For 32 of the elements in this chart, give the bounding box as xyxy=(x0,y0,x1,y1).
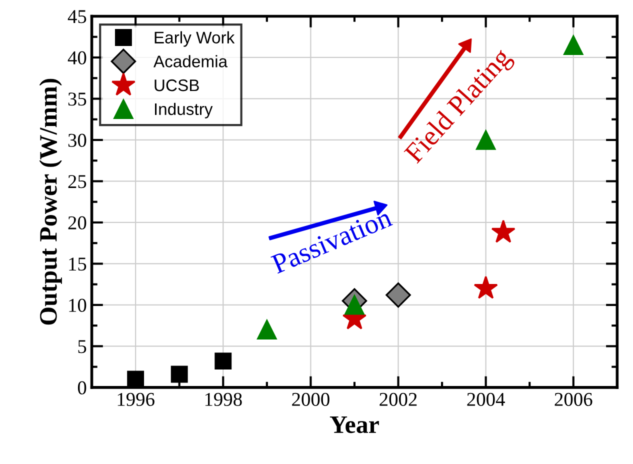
y-tick-label: 40 xyxy=(68,51,86,64)
y-tick-label: 10 xyxy=(69,298,86,312)
point xyxy=(344,295,364,315)
y-axis-title: Output Power (W/mm) xyxy=(39,78,62,325)
x-tick-label: 2006 xyxy=(554,392,592,406)
x-tick-label: 1998 xyxy=(205,392,242,406)
legend-label: Industry xyxy=(154,102,213,118)
point xyxy=(214,352,232,370)
legend-label: UCSB xyxy=(154,79,199,92)
y-tick-label: 45 xyxy=(68,10,86,24)
y-tick-label: 20 xyxy=(68,216,86,230)
x-tick-label: 1996 xyxy=(118,392,154,406)
x-tick-label: 2000 xyxy=(292,392,330,406)
y-tick-label: 15 xyxy=(69,258,86,271)
y-tick-label: 35 xyxy=(68,92,86,106)
legend-label: Early Work xyxy=(154,31,235,47)
point xyxy=(564,35,584,55)
point xyxy=(474,276,498,299)
y-tick-label: 30 xyxy=(68,134,86,147)
point xyxy=(257,320,277,340)
y-tick-label: 0 xyxy=(78,381,86,394)
x-tick-label: 2004 xyxy=(467,392,505,406)
point xyxy=(170,366,188,383)
point xyxy=(127,370,144,388)
point xyxy=(386,282,411,308)
point xyxy=(476,130,496,150)
y-tick-label: 5 xyxy=(78,340,86,354)
x-tick-label: 2002 xyxy=(380,392,417,406)
legend-label: Academia xyxy=(153,55,228,68)
x-axis-title: Year xyxy=(330,416,379,434)
point xyxy=(491,220,516,243)
y-tick-label: 25 xyxy=(68,175,86,188)
